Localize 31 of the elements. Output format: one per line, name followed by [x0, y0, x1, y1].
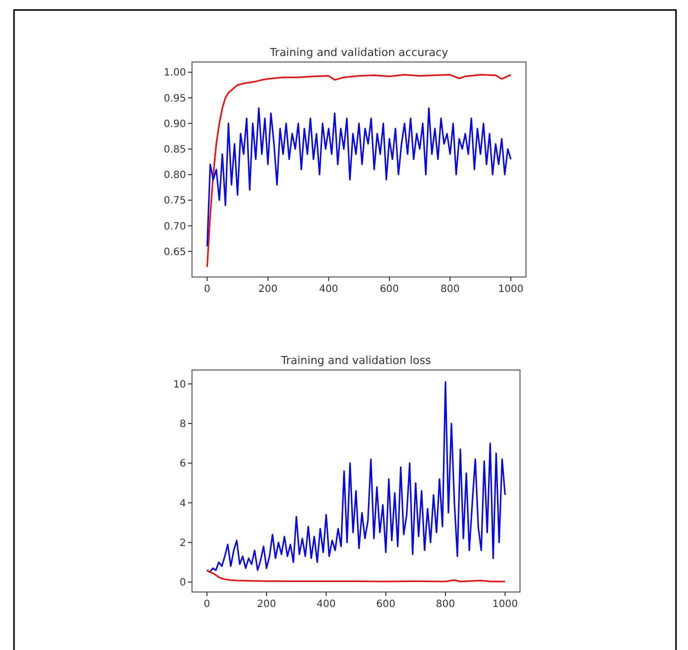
y-tick-label: 0	[180, 578, 186, 589]
y-tick-label: 2	[180, 538, 186, 549]
x-tick-label: 0	[204, 284, 210, 295]
x-tick-label: 400	[316, 599, 336, 610]
y-tick-label: 0.80	[164, 170, 186, 182]
y-tick-label: 10	[173, 379, 186, 390]
y-tick-label: 0.85	[164, 144, 186, 156]
y-tick-label: 8	[180, 419, 186, 430]
x-tick-label: 200	[258, 284, 278, 295]
x-tick-label: 800	[436, 599, 455, 610]
y-tick-label: 0.65	[164, 246, 186, 258]
x-tick-label: 1000	[498, 284, 524, 295]
y-tick-label: 0.70	[164, 221, 186, 232]
x-tick-label: 200	[257, 599, 276, 610]
y-tick-label: 1.00	[164, 68, 186, 79]
line-series	[206, 107, 512, 248]
x-tick-label: 600	[380, 284, 399, 295]
y-tick-label: 6	[180, 458, 186, 470]
y-tick-label: 0.95	[164, 93, 186, 104]
x-tick-label: 800	[440, 284, 460, 295]
chart-title: Training and validation loss	[280, 354, 432, 367]
y-tick-label: 0.90	[164, 118, 186, 130]
y-tick-label: 0.75	[164, 196, 186, 207]
x-tick-label: 400	[319, 284, 338, 295]
line-series	[206, 569, 506, 582]
x-tick-label: 0	[204, 599, 210, 610]
chart-title: Training and validation accuracy	[268, 46, 449, 59]
line-series	[206, 74, 512, 268]
x-tick-label: 600	[376, 599, 396, 610]
x-tick-label: 1000	[492, 599, 518, 610]
y-tick-label: 4	[180, 498, 186, 510]
